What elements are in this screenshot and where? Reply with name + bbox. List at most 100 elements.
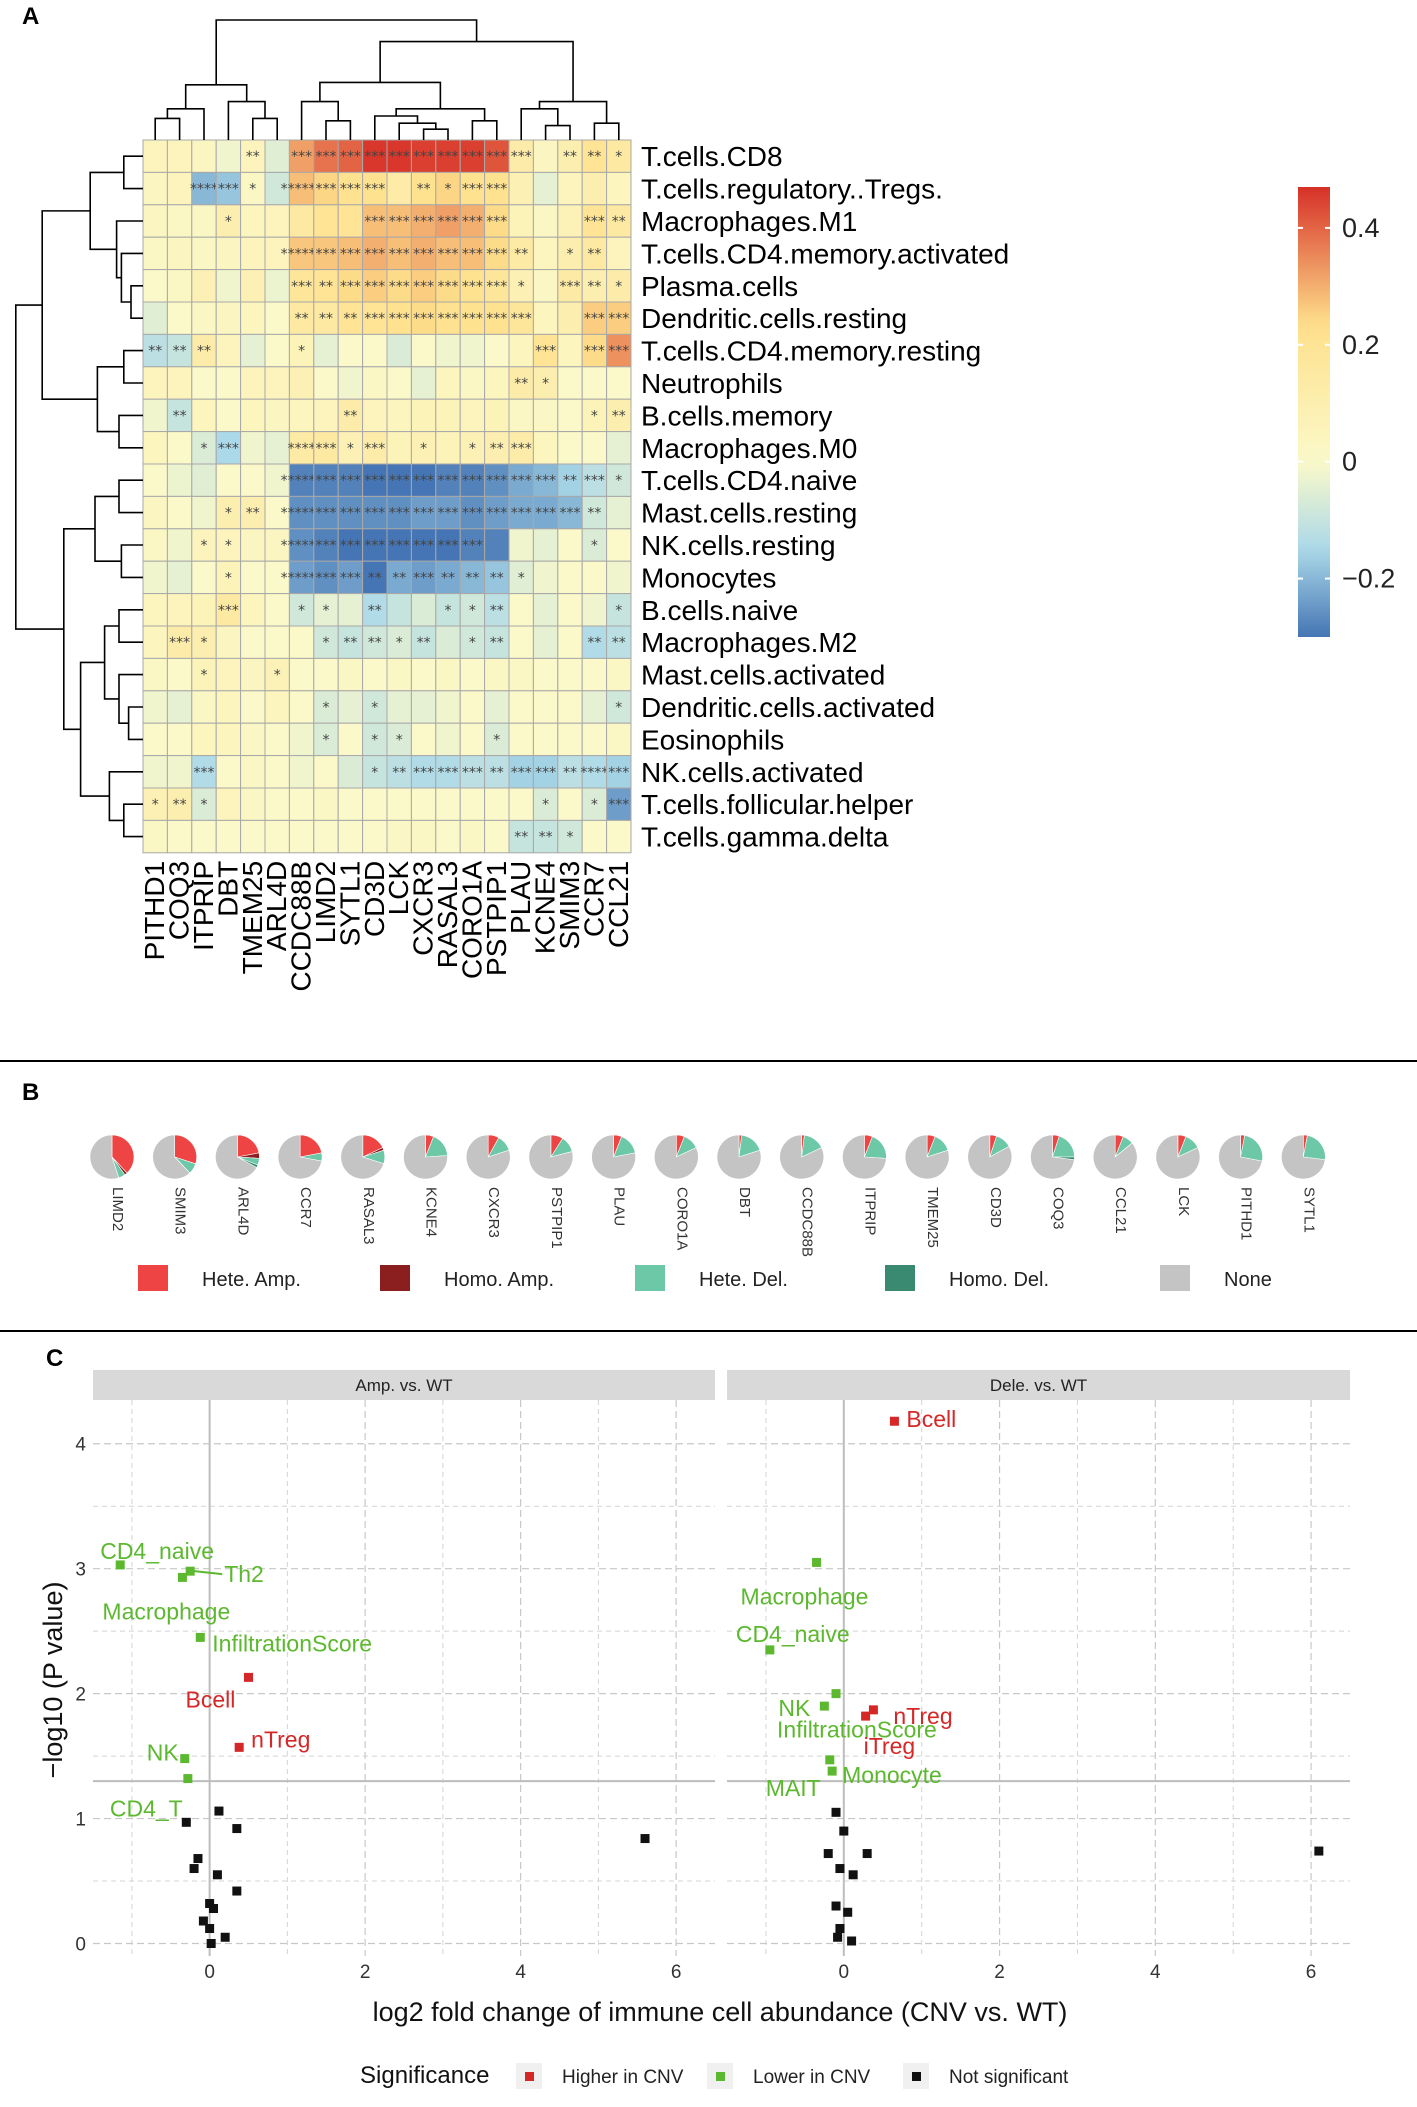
heatmap-cell (557, 593, 583, 627)
heatmap-cell (386, 139, 412, 173)
row-label: Neutrophils (641, 368, 783, 399)
x-tick-label: 4 (515, 1962, 526, 1983)
significance-star: ** (587, 149, 601, 165)
column-label: ITPRIP (188, 861, 219, 951)
heatmap-cell (264, 528, 290, 562)
pie-slice (528, 1134, 574, 1180)
heatmap-cell (435, 690, 461, 724)
heatmap-cell (166, 139, 193, 173)
heatmap-cell (240, 269, 266, 303)
data-point (831, 1807, 841, 1817)
significance-star: * (201, 635, 208, 651)
column-label: PITHD1 (139, 861, 170, 961)
heatmap-cell (264, 755, 290, 789)
heatmap-cell (508, 398, 534, 433)
y-axis-title: −log10 (P value) (38, 1582, 68, 1779)
heatmap-cell (313, 139, 339, 173)
heatmap-cell (264, 722, 290, 757)
column-label: CORO1A (456, 860, 487, 979)
significance-star: ** (197, 344, 211, 360)
dendrogram-branch (538, 100, 608, 124)
data-point (819, 1701, 829, 1711)
pie-gene-label: LIMD2 (109, 1187, 126, 1231)
significance-star: * (201, 797, 208, 813)
heatmap-cell (288, 625, 315, 659)
data-point (232, 1886, 242, 1896)
significance-star: *** (438, 214, 459, 230)
heatmap-cell (313, 269, 339, 303)
significance-star: *** (389, 149, 410, 165)
legend-item-label: Higher in CNV (562, 2067, 684, 2088)
heatmap-cell (532, 301, 559, 335)
dendrogram-branch (184, 84, 248, 109)
column-label: SMIM3 (554, 861, 585, 950)
heatmap-cell (288, 495, 315, 530)
dendrogram-branch (374, 115, 419, 140)
colorbar-gradient (1298, 187, 1330, 637)
dendrogram-branch (123, 349, 143, 384)
data-point (823, 1849, 833, 1859)
data-point (843, 1907, 853, 1917)
data-point (827, 1766, 837, 1776)
pie-slice (111, 1134, 135, 1174)
column-label: KCNE4 (530, 861, 561, 954)
significance-star: *** (389, 246, 410, 262)
heatmap-cell (166, 722, 193, 757)
heatmap-cell (288, 819, 315, 854)
column-label: PSTPIP1 (481, 861, 512, 976)
heatmap-cell (606, 625, 632, 659)
data-point (847, 1936, 857, 1946)
heatmap-cell (435, 819, 461, 854)
significance-star: * (201, 441, 208, 457)
heatmap-cell (337, 690, 364, 724)
significance-star: *** (413, 311, 434, 327)
x-tick-label: 4 (1150, 1962, 1161, 1983)
significance-star: ** (173, 797, 187, 813)
significance-star: *** (316, 182, 337, 198)
heatmap-cell (313, 366, 339, 400)
heatmap-cell (435, 398, 461, 433)
pie-gene-label: CORO1A (673, 1187, 690, 1250)
heatmap-cell (410, 657, 437, 692)
x-tick-label: 6 (671, 1962, 682, 1983)
y-tick-label: 3 (75, 1560, 86, 1581)
heatmap-cell (142, 690, 168, 724)
significance-star: *** (486, 506, 507, 522)
heatmap-cell (166, 204, 193, 238)
data-point (1314, 1846, 1324, 1856)
significance-star: * (225, 214, 232, 230)
x-tick-label: 0 (204, 1962, 215, 1983)
data-point (765, 1645, 775, 1655)
heatmap-cell (581, 333, 608, 368)
heatmap-cell (166, 528, 193, 562)
heatmap-cell (240, 755, 266, 789)
data-point (868, 1705, 878, 1715)
heatmap-cell (240, 528, 266, 562)
heatmap-cell (557, 787, 583, 821)
significance-star: *** (389, 538, 410, 554)
significance-star: *** (462, 765, 483, 781)
dendrogram-branch (166, 108, 205, 140)
heatmap-cell (386, 787, 412, 821)
data-point (212, 1870, 222, 1880)
significance-star: *** (535, 344, 556, 360)
significance-star: *** (413, 538, 434, 554)
panel-label-a: A (22, 3, 39, 30)
significance-star: *** (316, 570, 337, 586)
heatmap-cell (532, 787, 559, 821)
heatmap-cell (606, 722, 632, 757)
heatmap-cell (240, 819, 266, 854)
cnv-pie-row: LIMD2 SMIM3 ARL4D CCR7 RASAL3 KCNE4 CXCR3 PSTPI… (89, 1134, 1326, 1257)
heatmap-cell (386, 593, 412, 627)
significance-star: *** (169, 635, 190, 651)
significance-star: *** (486, 149, 507, 165)
significance-star: *** (608, 311, 629, 327)
heatmap-cell (215, 495, 242, 530)
pie-slice (654, 1134, 699, 1180)
heatmap-cell (581, 204, 608, 238)
heatmap-cell (557, 625, 583, 659)
significance-star: * (396, 732, 403, 748)
data-point (835, 1924, 845, 1934)
point-label: nTreg (251, 1726, 310, 1752)
heatmap-cell (532, 139, 559, 173)
